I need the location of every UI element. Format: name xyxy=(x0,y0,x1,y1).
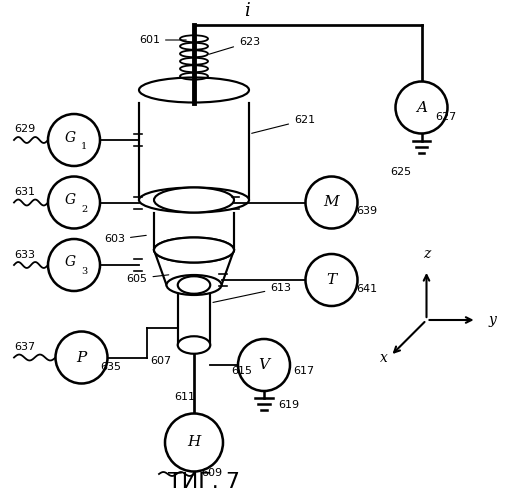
Text: y: y xyxy=(489,313,497,327)
Text: 637: 637 xyxy=(14,342,35,352)
Text: 631: 631 xyxy=(14,187,35,197)
Circle shape xyxy=(238,339,290,391)
Circle shape xyxy=(48,239,100,291)
Text: G: G xyxy=(65,256,76,270)
Ellipse shape xyxy=(139,188,249,212)
Text: 617: 617 xyxy=(293,366,314,376)
Text: x: x xyxy=(380,352,388,366)
Circle shape xyxy=(305,176,358,229)
Text: T: T xyxy=(327,273,337,287)
Ellipse shape xyxy=(139,78,249,102)
Text: H: H xyxy=(187,436,201,450)
Text: 623: 623 xyxy=(209,37,260,54)
Text: 601: 601 xyxy=(139,35,186,45)
Text: i: i xyxy=(244,2,250,20)
Text: 603: 603 xyxy=(104,234,146,244)
Text: 621: 621 xyxy=(251,115,315,134)
Text: 605: 605 xyxy=(126,274,169,283)
Text: M: M xyxy=(324,196,339,209)
Text: 641: 641 xyxy=(357,284,377,294)
Circle shape xyxy=(55,332,108,384)
Text: 633: 633 xyxy=(14,250,35,260)
Text: 2: 2 xyxy=(81,204,87,214)
Circle shape xyxy=(48,114,100,166)
Text: V: V xyxy=(259,358,270,372)
Text: 613: 613 xyxy=(213,283,291,302)
Text: 609: 609 xyxy=(202,468,223,478)
Text: ΤИГ. 7: ΤИГ. 7 xyxy=(168,472,240,492)
Text: 1: 1 xyxy=(81,142,87,151)
Text: G: G xyxy=(65,130,76,144)
Circle shape xyxy=(48,176,100,229)
Text: 639: 639 xyxy=(357,206,377,216)
Circle shape xyxy=(165,414,223,472)
Ellipse shape xyxy=(154,188,234,212)
Ellipse shape xyxy=(178,276,210,293)
Text: 627: 627 xyxy=(435,112,456,122)
Ellipse shape xyxy=(167,275,221,295)
Text: A: A xyxy=(416,100,427,114)
Text: 611: 611 xyxy=(174,392,195,402)
Circle shape xyxy=(396,82,448,134)
Text: 607: 607 xyxy=(150,356,171,366)
Text: 619: 619 xyxy=(278,400,299,409)
Text: P: P xyxy=(76,350,87,364)
Ellipse shape xyxy=(178,336,210,354)
Text: G: G xyxy=(65,193,76,207)
Ellipse shape xyxy=(154,238,234,262)
Circle shape xyxy=(305,254,358,306)
Text: 635: 635 xyxy=(100,362,121,372)
Text: 615: 615 xyxy=(232,366,252,376)
Text: 629: 629 xyxy=(14,124,35,134)
Text: 3: 3 xyxy=(81,267,87,276)
Text: z: z xyxy=(423,246,430,260)
Text: 625: 625 xyxy=(390,167,411,177)
Ellipse shape xyxy=(154,238,234,262)
